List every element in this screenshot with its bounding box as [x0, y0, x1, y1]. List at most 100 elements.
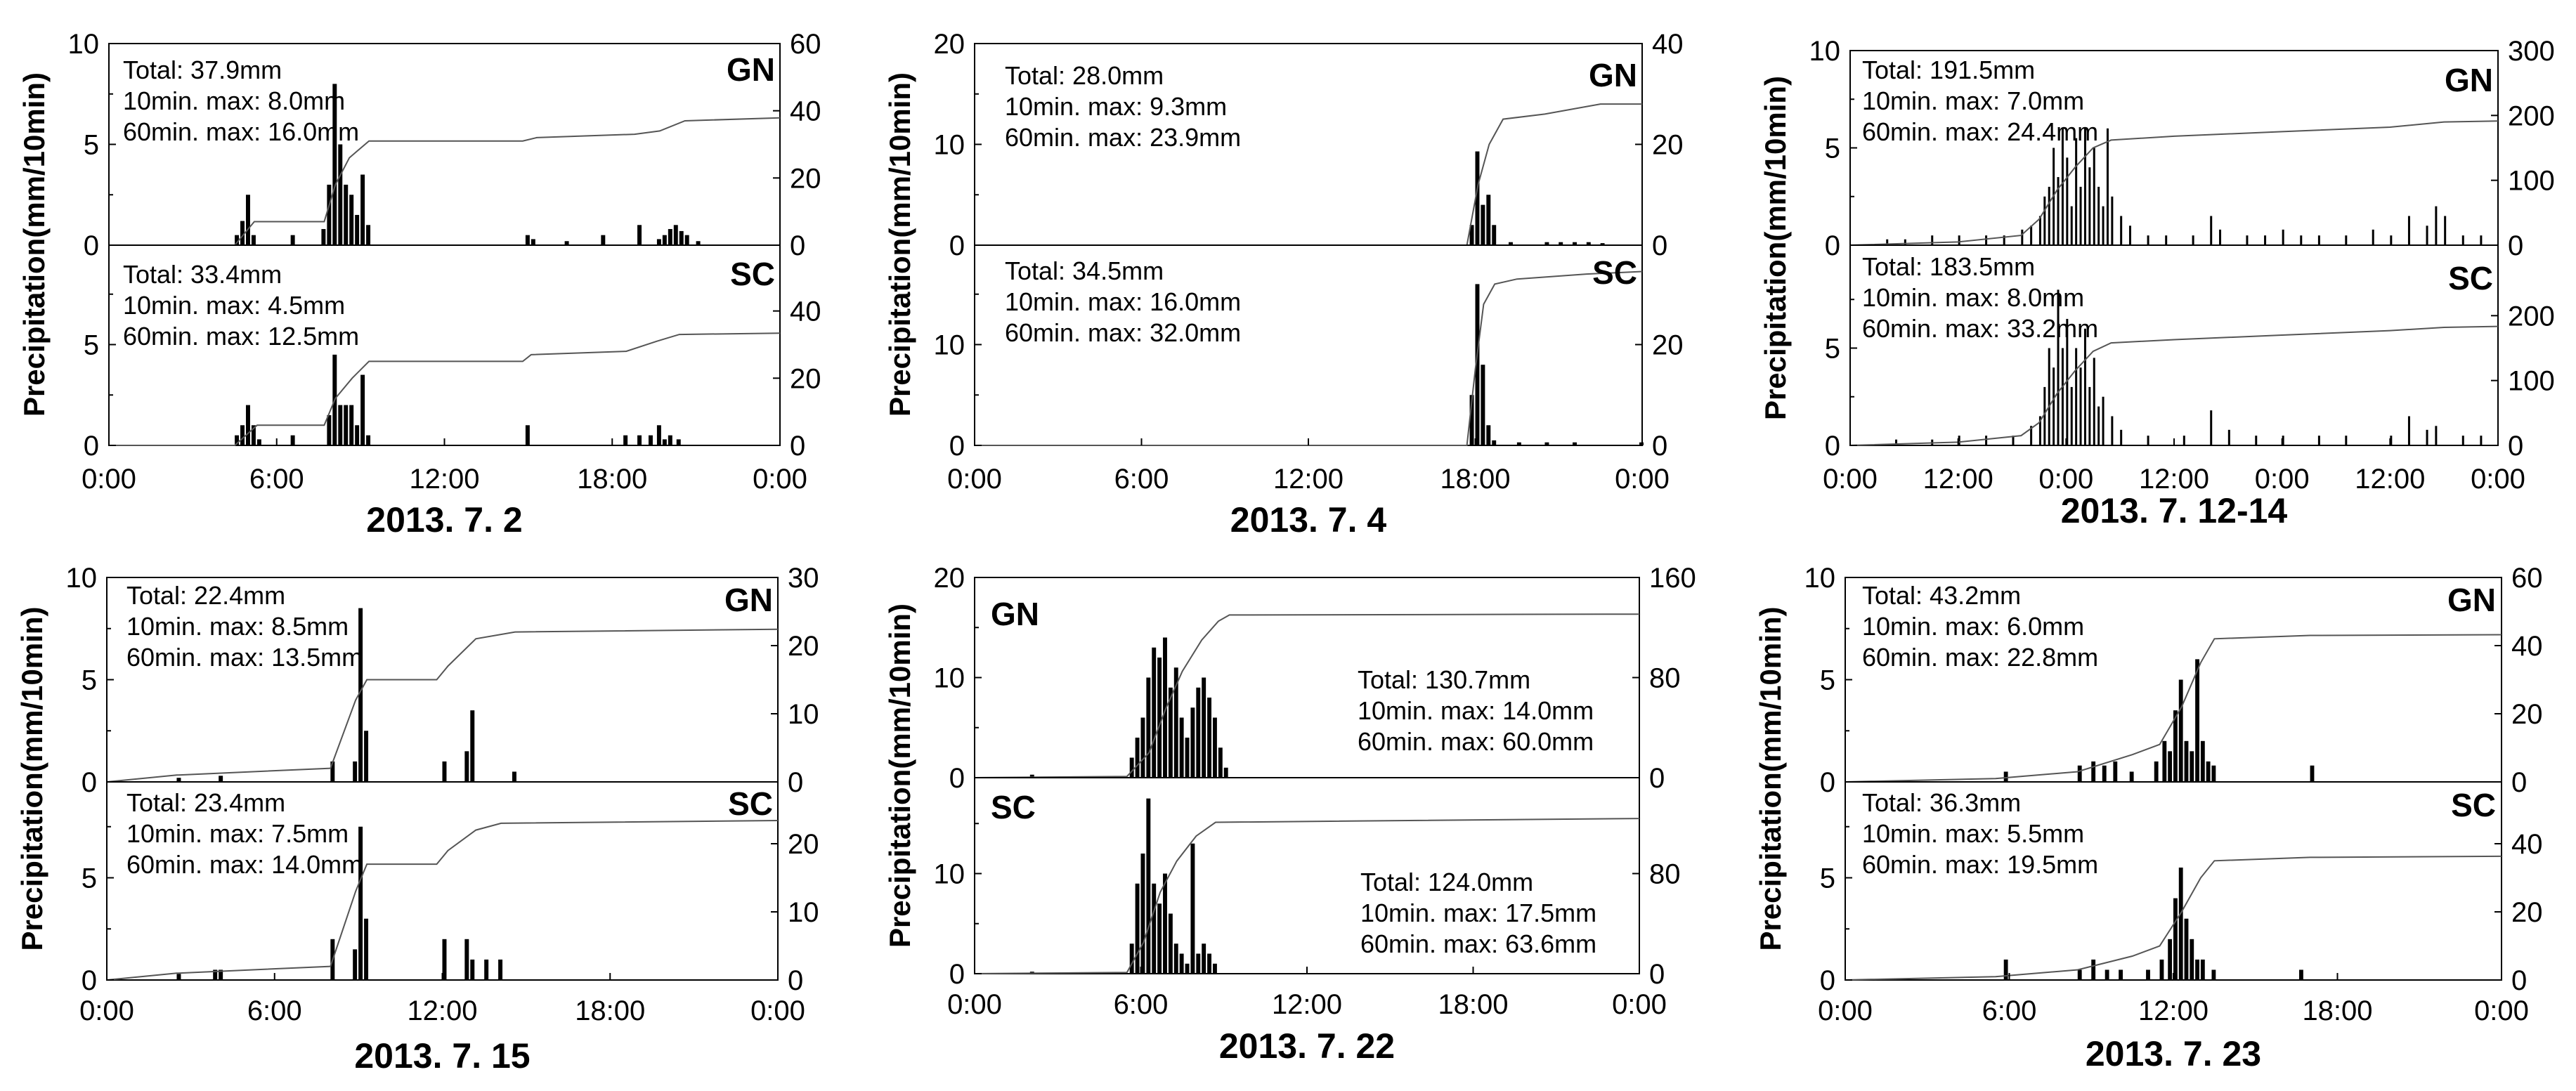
- y-axis-label: Precipitation(mm/10min): [883, 603, 916, 948]
- rain-bar: [1179, 953, 1184, 974]
- stats-line: 10min. max: 8.5mm: [126, 612, 349, 641]
- cumulative-line: [1845, 855, 2502, 981]
- stats-line: 10min. max: 7.5mm: [126, 819, 349, 848]
- rain-bar: [2178, 867, 2183, 980]
- rain-bar: [290, 235, 295, 245]
- rain-bar: [358, 608, 363, 782]
- x-tick-label: 0:00: [753, 464, 807, 495]
- panel-sc: 0 5 0 20 40 Total: 36.3mm 10min. max: 5.5mm 60m…: [1820, 781, 2543, 996]
- rain-bar: [1168, 687, 1173, 778]
- rain-bar: [2480, 235, 2483, 245]
- rain-bar: [338, 405, 343, 445]
- cumulative-line: [975, 103, 1642, 246]
- rain-bar: [1196, 953, 1201, 974]
- stats-text: Total: 33.4mm 10min. max: 4.5mm 60min. max…: [123, 260, 359, 351]
- stats-line: Total: 37.9mm: [123, 55, 282, 84]
- rain-bar: [2077, 765, 2082, 782]
- y-tick-label: 10: [1809, 36, 1841, 67]
- y-tick-label: 0: [82, 965, 97, 996]
- chart-title: 2013. 7. 2: [366, 500, 522, 540]
- rain-bar: [2061, 348, 2064, 445]
- rain-bar: [2210, 410, 2213, 445]
- y-axis-label: Precipitation(mm/10min): [18, 72, 51, 417]
- rain-bar: [2407, 216, 2410, 245]
- rain-bar: [2246, 235, 2249, 245]
- y2-tick-label: 0: [1649, 763, 1665, 794]
- x-tick-label: 0:00: [79, 995, 134, 1026]
- rain-bar: [1886, 239, 1889, 245]
- y2-tick-label: 0: [2508, 431, 2523, 462]
- rain-bar: [2120, 216, 2123, 245]
- rain-bar: [256, 439, 261, 445]
- y-tick-label: 10: [66, 563, 98, 594]
- rain-bar: [2079, 186, 2082, 245]
- x-tick-label: 0:00: [750, 995, 805, 1026]
- rain-bar: [2102, 396, 2105, 445]
- rain-bar: [240, 425, 245, 445]
- rain-bar: [2255, 436, 2258, 445]
- rain-bar: [358, 826, 363, 980]
- rain-bar: [2021, 229, 2024, 245]
- chart-2: 0 10 20 0 20 40 Total: 28.0mm 10min. max: 9.3mm…: [883, 29, 1684, 540]
- stats-line: 10min. max: 7.0mm: [1862, 86, 2084, 115]
- rain-bar: [1475, 284, 1480, 445]
- cumulative-line: [109, 117, 781, 246]
- rain-bar: [2088, 167, 2091, 245]
- rain-bar: [2012, 436, 2015, 445]
- rain-bar: [1029, 774, 1034, 778]
- y-tick-label: 10: [934, 663, 965, 694]
- y-tick-label: 0: [84, 230, 99, 261]
- rain-bar: [656, 425, 661, 445]
- y2-tick-label: 0: [788, 965, 803, 996]
- rain-bar: [2105, 969, 2109, 980]
- rain-bar: [2003, 235, 2005, 245]
- rain-bar: [2178, 679, 2183, 782]
- rain-bar: [2066, 318, 2069, 445]
- rain-bar: [2048, 348, 2050, 445]
- rain-bar: [525, 425, 530, 445]
- x-tick-label: 18:00: [1440, 464, 1510, 495]
- x-tick-label: 6:00: [247, 995, 302, 1026]
- x-tick-label: 18:00: [1438, 989, 1508, 1020]
- rain-bar: [2444, 216, 2447, 245]
- rain-bar: [1573, 442, 1577, 445]
- rain-bar: [2003, 771, 2008, 782]
- rain-bar: [245, 405, 250, 445]
- stats-line: 60min. max: 19.5mm: [1862, 850, 2098, 879]
- y-tick-label: 0: [949, 230, 965, 261]
- y2-tick-label: 20: [2511, 699, 2543, 730]
- rain-bar: [1469, 225, 1474, 245]
- rain-bar: [623, 435, 628, 445]
- rain-bar: [2048, 186, 2050, 245]
- x-tick-label: 0:00: [2474, 995, 2529, 1026]
- rain-bar: [1985, 436, 1988, 445]
- y-tick-label: 10: [68, 29, 100, 60]
- rain-bar: [2206, 761, 2211, 782]
- x-tick-label: 6:00: [1982, 995, 2037, 1026]
- rain-bar: [2154, 761, 2159, 782]
- rain-bar: [332, 84, 337, 246]
- rain-bar: [235, 235, 240, 245]
- stats-text: Total: 43.2mm 10min. max: 6.0mm 60min. max…: [1862, 581, 2098, 672]
- rain-bar: [662, 439, 667, 445]
- rain-bar: [1185, 963, 1190, 974]
- rain-bar: [2070, 206, 2073, 245]
- rain-bar: [2390, 235, 2393, 245]
- rain-bar: [1135, 738, 1140, 778]
- rain-bar: [1202, 943, 1206, 974]
- y2-tick-label: 40: [1652, 29, 1684, 60]
- site-label: GN: [2447, 582, 2496, 618]
- stats-line: 60min. max: 23.9mm: [1005, 123, 1241, 152]
- stats-line: 10min. max: 8.0mm: [123, 86, 345, 115]
- rain-bar: [2030, 426, 2033, 445]
- panel-sc: 0 10 0 80 Total: 124.0mm 10min. max: 17.5mm 60…: [934, 777, 1681, 990]
- x-tick-label: 0:00: [2255, 464, 2310, 495]
- rain-bar: [601, 235, 606, 245]
- x-tick-label: 0:00: [947, 989, 1002, 1020]
- rain-bar: [2480, 436, 2483, 445]
- stats-line: 60min. max: 32.0mm: [1005, 318, 1241, 347]
- rain-bar: [648, 435, 653, 445]
- chart-title: 2013. 7. 15: [354, 1036, 530, 1076]
- stats-text: Total: 130.7mm 10min. max: 14.0mm 60min. m…: [1358, 665, 1594, 756]
